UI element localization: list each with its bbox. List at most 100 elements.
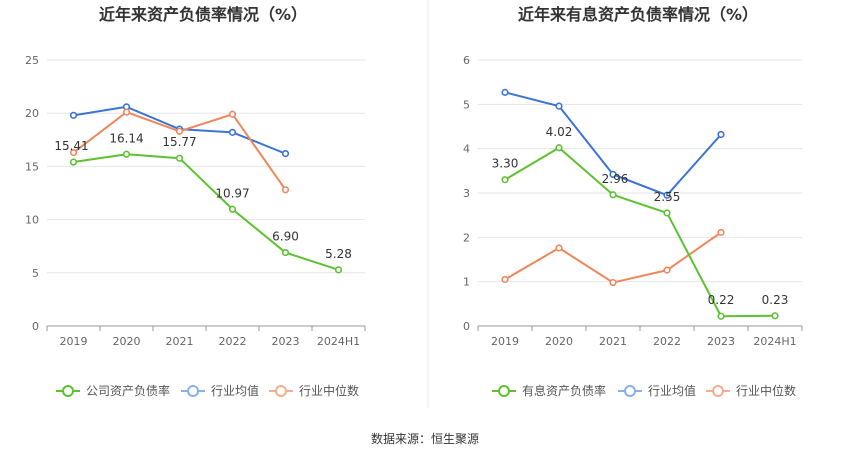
chart-title: 近年来有息资产负债率情况（%）	[518, 5, 758, 24]
y-tick-label: 1	[463, 276, 470, 289]
data-point-company[interactable]	[69, 158, 78, 166]
x-tick-label: 2020	[545, 335, 573, 348]
x-tick-labels: 2019 2020 2021 2022 2023 2024H1	[46, 326, 366, 348]
data-point-company[interactable]	[609, 191, 617, 199]
series-line-company	[504, 146, 776, 318]
y-tick-label: 4	[463, 143, 470, 156]
legend-item-industry-median[interactable]: 行业中位数	[706, 383, 796, 398]
data-label: 15.77	[162, 135, 196, 149]
series-layer	[501, 88, 779, 320]
data-point-industry_median[interactable]	[175, 127, 184, 135]
x-tick-label: 2022	[653, 335, 681, 348]
y-tick-labels: 0 5 10 15 20 25	[25, 54, 39, 333]
data-label: 4.02	[546, 125, 573, 139]
x-tick-labels: 2019 2020 2021 2022 2023 2024H1	[477, 326, 803, 348]
x-tick-label: 2023	[272, 335, 300, 348]
y-tick-label: 0	[32, 320, 39, 333]
y-tick-label: 0	[463, 320, 470, 333]
x-tick-label: 2019	[60, 335, 88, 348]
chart-title: 近年来资产负债率情况（%）	[99, 5, 307, 24]
legend-label: 行业均值	[648, 383, 696, 398]
data-point-industry_avg[interactable]	[228, 128, 237, 136]
data-source: 数据来源：恒生聚源	[371, 431, 479, 446]
y-tick-labels: 0 1 2 3 4 5 6	[463, 54, 470, 333]
data-label: 0.22	[708, 293, 735, 307]
y-tick-label: 25	[25, 54, 39, 67]
data-point-industry_median[interactable]	[717, 228, 725, 237]
legend: 公司资产负债率 行业均值 行业中位数	[56, 383, 359, 398]
series-line-company	[73, 153, 339, 271]
y-tick-label: 15	[25, 160, 39, 173]
data-point-industry_median[interactable]	[122, 108, 131, 116]
data-point-company[interactable]	[555, 144, 563, 152]
legend-label: 行业中位数	[736, 383, 796, 398]
data-point-company[interactable]	[281, 248, 290, 257]
y-tick-label: 5	[32, 267, 39, 280]
legend-item-company[interactable]: 有息资产负债率	[492, 383, 606, 398]
data-label: 10.97	[215, 186, 249, 200]
legend-label: 行业均值	[211, 383, 259, 398]
legend-label: 有息资产负债率	[522, 383, 606, 398]
data-point-industry_avg[interactable]	[501, 88, 509, 96]
data-point-industry_avg[interactable]	[609, 170, 617, 178]
y-tick-label: 2	[463, 231, 470, 244]
data-label: 2.96	[602, 172, 629, 186]
x-tick-label: 2024H1	[753, 335, 796, 348]
series-line-industry_median	[72, 111, 287, 191]
x-tick-label: 2021	[166, 335, 194, 348]
data-label: 6.90	[272, 230, 299, 244]
data-point-industry_median[interactable]	[281, 186, 290, 194]
data-point-company[interactable]	[663, 209, 671, 217]
data-labels: 3.30 4.02 2.96 2.55 0.22 0.23	[492, 125, 789, 307]
data-point-industry_avg[interactable]	[281, 150, 290, 158]
data-point-industry_avg[interactable]	[69, 111, 78, 119]
legend-item-industry-avg[interactable]: 行业均值	[181, 383, 259, 398]
series-layer	[69, 103, 343, 274]
y-tick-label: 6	[463, 54, 470, 67]
series-line-industry_median	[504, 231, 722, 284]
chart-interest-bearing-liability: 近年来有息资产负债率情况（%） 0 1 2 3 4 5 6 2019 2020 2021 2022…	[463, 5, 803, 398]
data-label: 15.41	[54, 139, 88, 153]
x-tick-label: 2019	[491, 335, 519, 348]
x-tick-label: 2022	[219, 335, 247, 348]
grid-lines	[478, 59, 802, 327]
data-point-industry_median[interactable]	[663, 266, 671, 274]
legend-label: 公司资产负债率	[86, 383, 170, 398]
data-point-company[interactable]	[771, 312, 779, 320]
y-tick-label: 10	[25, 214, 39, 227]
data-point-company[interactable]	[717, 312, 725, 320]
legend: 有息资产负债率 行业均值 行业中位数	[492, 383, 796, 398]
data-point-company[interactable]	[122, 150, 131, 158]
data-point-industry_avg[interactable]	[663, 191, 671, 199]
x-tick-label: 2020	[113, 335, 141, 348]
data-point-industry_avg[interactable]	[717, 130, 725, 139]
data-point-industry_median[interactable]	[501, 275, 509, 284]
data-point-company[interactable]	[175, 154, 184, 162]
data-point-company[interactable]	[501, 176, 509, 184]
data-label: 2.55	[654, 190, 681, 204]
y-tick-label: 5	[463, 98, 470, 111]
data-point-industry_median[interactable]	[555, 244, 563, 252]
data-label: 0.23	[762, 293, 789, 307]
data-point-industry_avg[interactable]	[555, 102, 563, 110]
data-label: 16.14	[109, 131, 143, 145]
legend-item-industry-avg[interactable]: 行业均值	[618, 383, 696, 398]
x-tick-label: 2021	[599, 335, 627, 348]
data-label: 3.30	[492, 157, 519, 171]
legend-item-industry-median[interactable]: 行业中位数	[269, 383, 359, 398]
chart-asset-liability: 近年来资产负债率情况（%） 0 5 10 15 20 25 2019 2020 2021 202…	[25, 5, 366, 398]
data-point-industry_median[interactable]	[609, 278, 617, 287]
grid-lines	[47, 59, 365, 327]
legend-label: 行业中位数	[299, 383, 359, 398]
data-point-industry_median[interactable]	[69, 148, 78, 157]
data-labels: 15.41 16.14 15.77 10.97 6.90 5.28	[54, 131, 352, 261]
data-point-company[interactable]	[228, 205, 237, 213]
data-point-industry_median[interactable]	[228, 110, 237, 118]
y-tick-label: 20	[25, 107, 39, 120]
data-point-company[interactable]	[334, 266, 343, 274]
legend-item-company[interactable]: 公司资产负债率	[56, 383, 170, 398]
x-tick-label: 2024H1	[317, 335, 360, 348]
y-tick-label: 3	[463, 187, 470, 200]
data-label: 5.28	[325, 247, 352, 261]
